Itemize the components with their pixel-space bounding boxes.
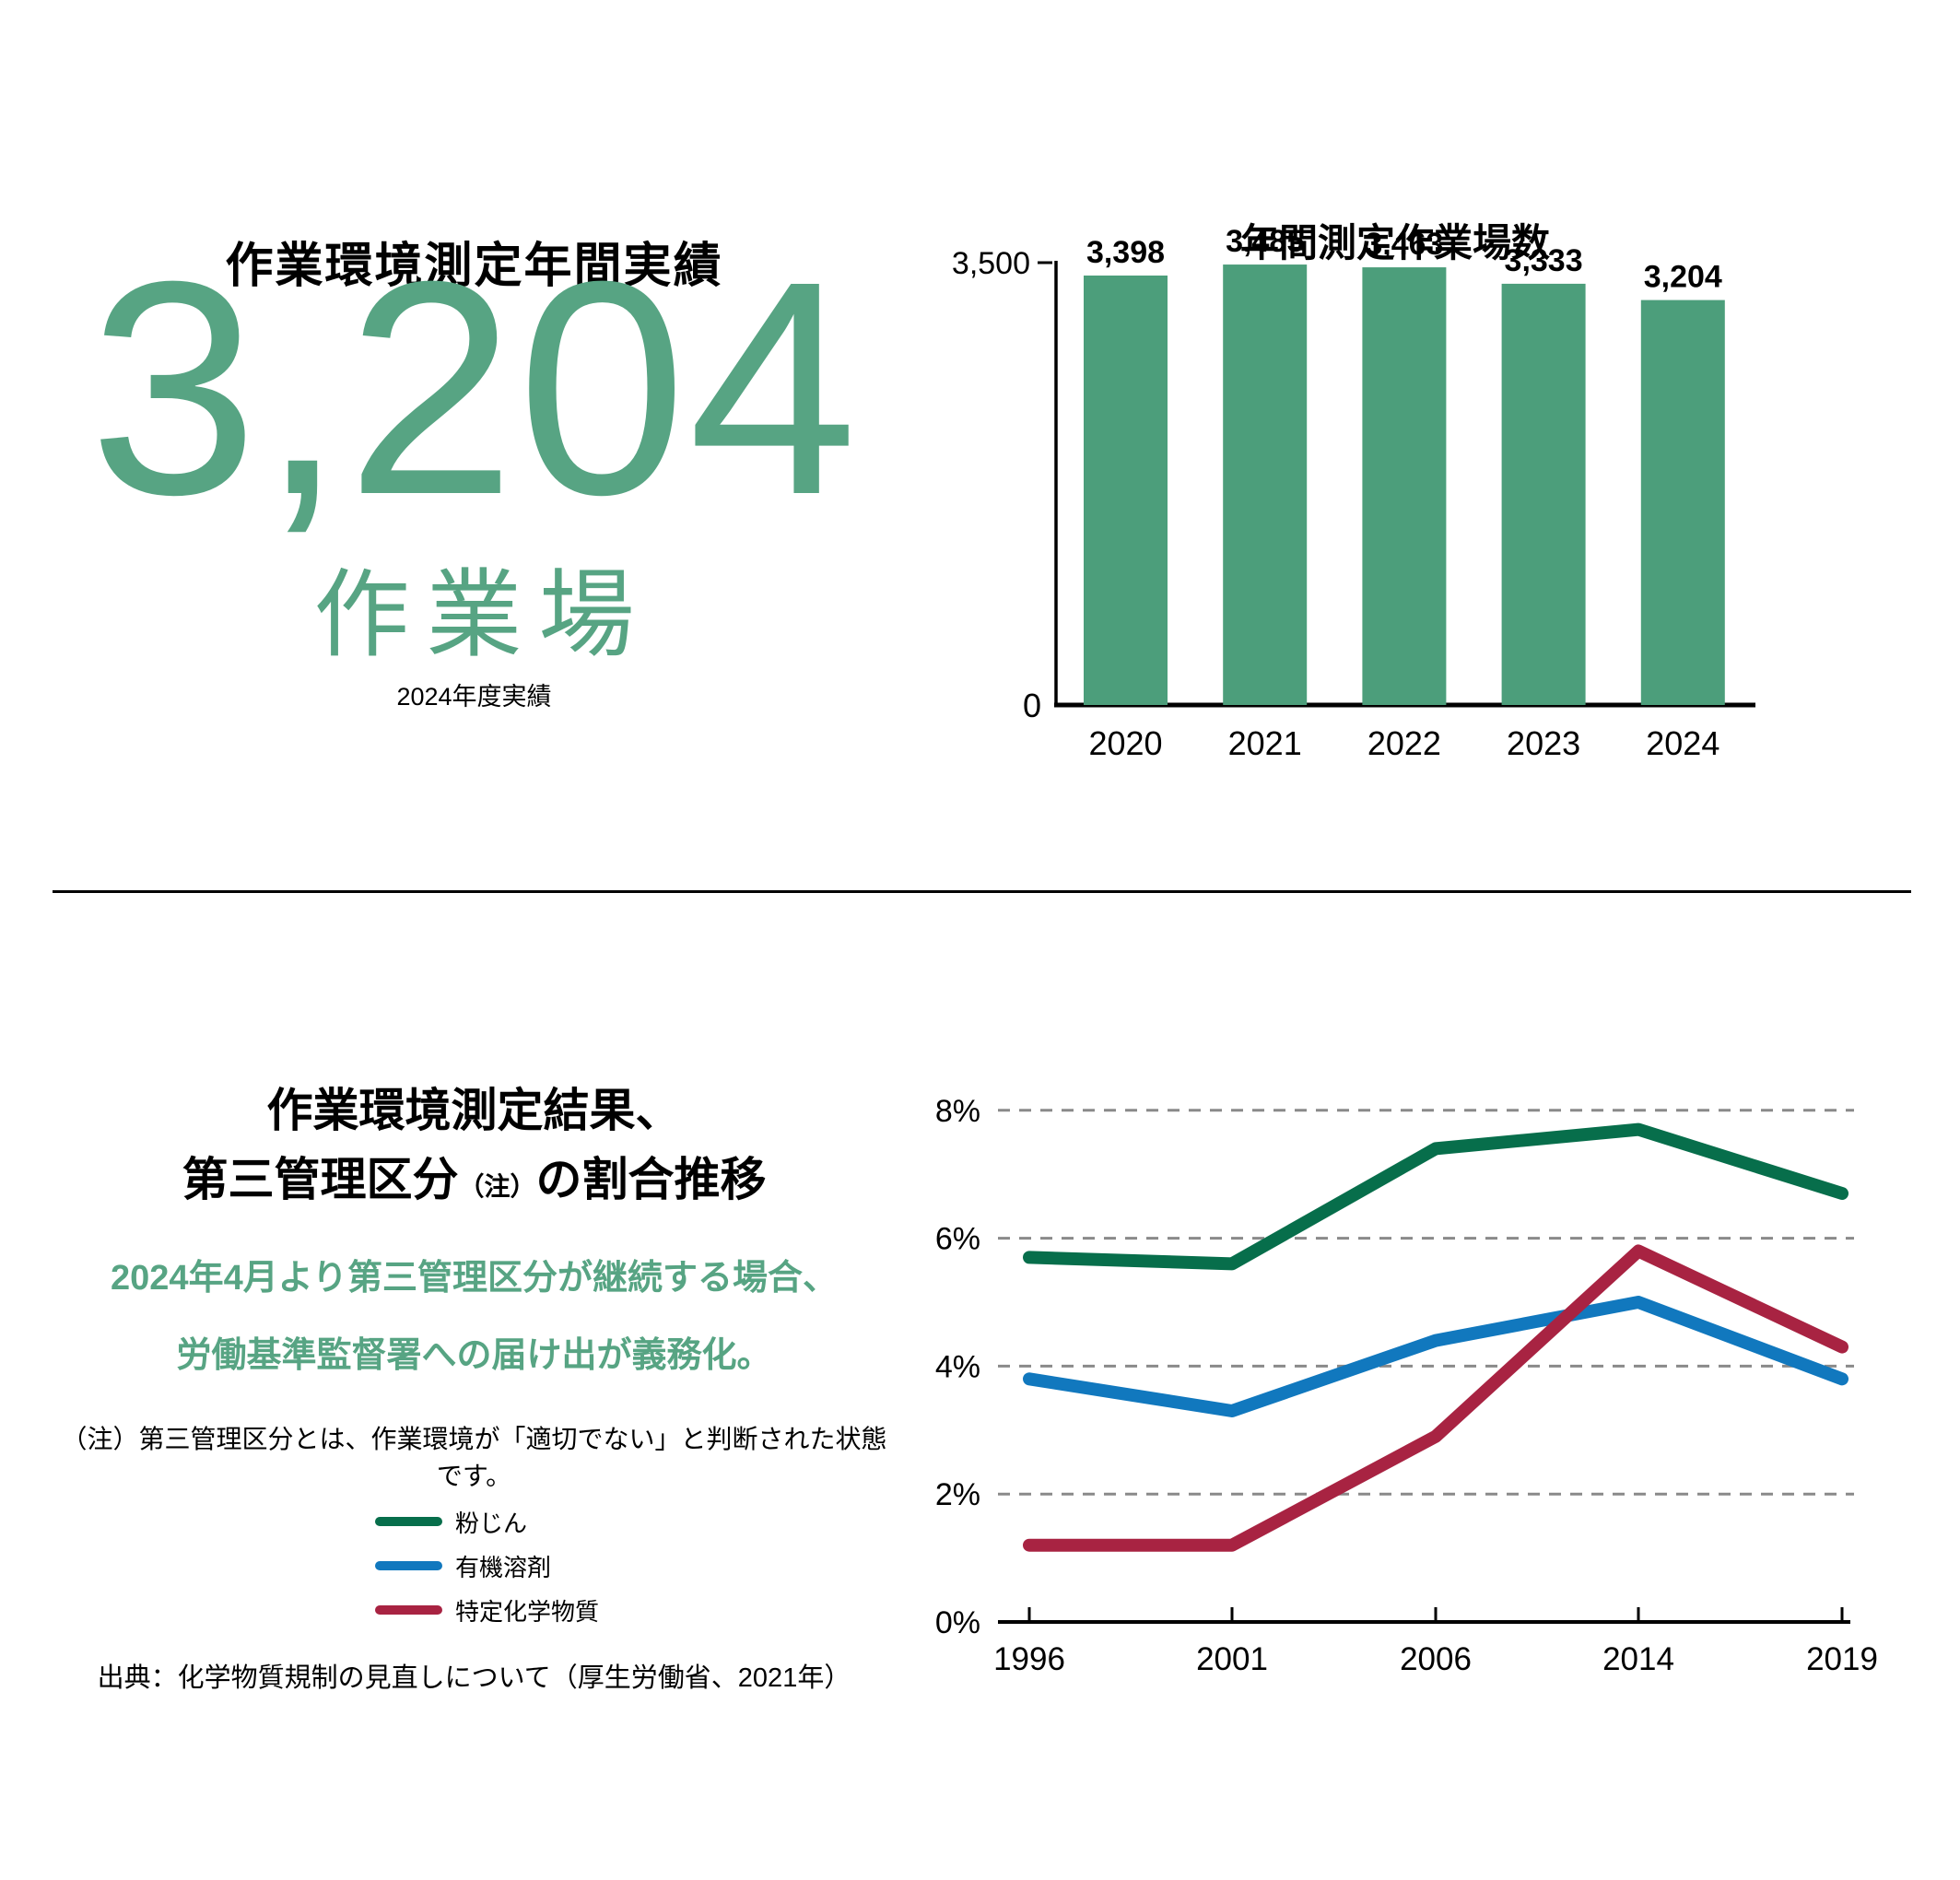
bottom-title: 作業環境測定結果、 第三管理区分（注）の割合推移 bbox=[53, 1076, 896, 1215]
x-category-label: 2014 bbox=[1602, 1641, 1674, 1677]
source-text: 出典：化学物質規制の見直しについて（厚生労働省、2021年） bbox=[97, 1663, 851, 1693]
bar-value-label: 3,485 bbox=[1226, 224, 1304, 259]
bar-2022 bbox=[1362, 267, 1447, 705]
series-line-特定化学物質 bbox=[1023, 1244, 1849, 1552]
bar-value-label: 3,204 bbox=[1644, 260, 1722, 295]
bar-2020 bbox=[1084, 275, 1168, 705]
x-category-label: 2020 bbox=[1088, 724, 1162, 762]
bottom-title-line2-post: の割合推移 bbox=[535, 1154, 767, 1205]
bottom-subtitle: 2024年4月より第三管理区分が継続する場合、 労働基準監督署への届け出が義務化… bbox=[53, 1240, 896, 1394]
y-tick-label: 2% bbox=[935, 1477, 980, 1512]
legend-label: 特定化学物質 bbox=[455, 1597, 600, 1626]
x-category-label: 2024 bbox=[1646, 724, 1719, 762]
x-category-label: 2021 bbox=[1228, 724, 1302, 762]
x-category-label: 2006 bbox=[1400, 1641, 1472, 1677]
y-tick-label: 8% bbox=[935, 1094, 980, 1129]
metric-unit: 作業場 bbox=[313, 562, 651, 669]
legend: 粉じん有機溶剤特定化学物質 bbox=[375, 1508, 599, 1640]
series-line-粉じん bbox=[1023, 1122, 1849, 1271]
legend-label: 粉じん bbox=[455, 1509, 528, 1537]
y-tick-label: 4% bbox=[935, 1349, 980, 1384]
x-category-label: 2022 bbox=[1367, 724, 1441, 762]
bar-chart-title: 年間測定作業場数 bbox=[1240, 221, 1550, 264]
legend-swatch-粉じん bbox=[375, 1517, 442, 1526]
bottom-title-line1: 作業環境測定結果、 bbox=[266, 1085, 682, 1136]
y-tick-label: 3,500 bbox=[952, 246, 1030, 281]
legend-row-粉じん: 粉じん bbox=[375, 1508, 599, 1537]
bar-2024 bbox=[1640, 300, 1725, 705]
bottom-subtitle-line2: 労働基準監督署への届け出が義務化。 bbox=[176, 1335, 772, 1375]
bottom-title-note-marker: （注） bbox=[458, 1172, 536, 1201]
x-category-label: 2019 bbox=[1806, 1641, 1878, 1677]
bottom-note: （注）第三管理区分とは、作業環境が「適切でない」と判断された状態です。 bbox=[61, 1425, 887, 1490]
annual-bar-chart: 年間測定作業場数 3,500 0 3,398 2020 3,485 2021 3,463 202… bbox=[952, 221, 1755, 762]
legend-row-特定化学物質: 特定化学物質 bbox=[375, 1596, 600, 1626]
y-tick-label: 0% bbox=[935, 1605, 980, 1640]
bar-2021 bbox=[1223, 264, 1308, 705]
section-divider bbox=[53, 890, 1911, 893]
bottom-title-line2-pre: 第三管理区分 bbox=[182, 1154, 459, 1205]
bar-value-label: 3,333 bbox=[1505, 243, 1583, 278]
legend-row-有機溶剤: 有機溶剤 bbox=[375, 1552, 599, 1581]
series-line-有機溶剤 bbox=[1023, 1296, 1849, 1417]
legend-swatch-特定化学物質 bbox=[375, 1605, 442, 1615]
bar-value-label: 3,463 bbox=[1365, 227, 1443, 262]
bar-2023 bbox=[1501, 283, 1586, 705]
bottom-subtitle-line1: 2024年4月より第三管理区分が継続する場合、 bbox=[111, 1259, 838, 1298]
metric-caption: 2024年度実績 bbox=[396, 683, 552, 711]
legend-swatch-有機溶剤 bbox=[375, 1561, 442, 1570]
legend-label: 有機溶剤 bbox=[455, 1553, 552, 1581]
top-heading: 作業環境測定年間実績 bbox=[225, 240, 723, 293]
x-category-label: 2001 bbox=[1196, 1641, 1268, 1677]
x-category-label: 1996 bbox=[993, 1641, 1065, 1677]
y-tick-label: 6% bbox=[935, 1222, 980, 1257]
x-category-label: 2023 bbox=[1507, 724, 1580, 762]
metric-big-number: 3,204 bbox=[88, 217, 860, 558]
bar-value-label: 3,398 bbox=[1086, 235, 1165, 270]
y-tick-label: 0 bbox=[1023, 687, 1041, 724]
third-classification-line-chart: 0% 2% 4% 6% 8% 1996 2001 2006 2014 2019 bbox=[935, 1094, 1878, 1677]
